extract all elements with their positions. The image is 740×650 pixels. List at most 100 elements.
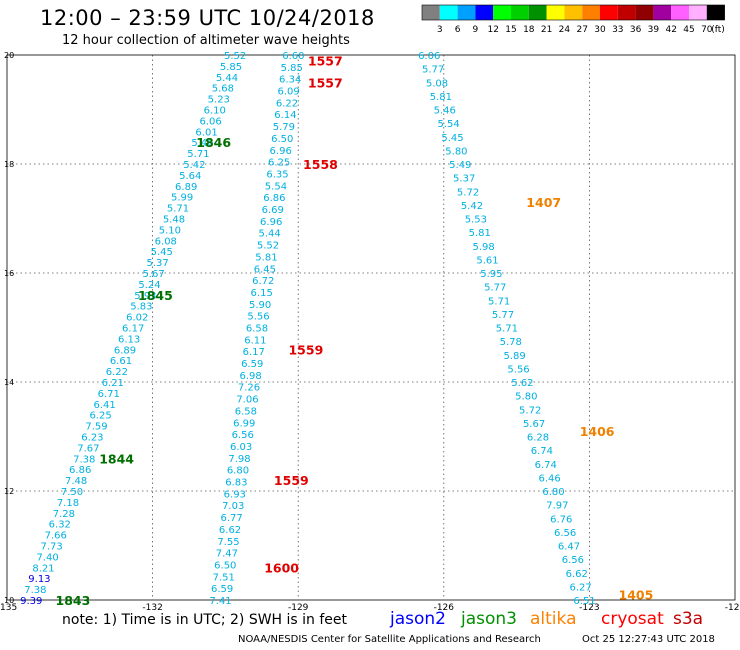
swh-value: 6.10: [204, 106, 226, 117]
swh-value: 6.56: [554, 528, 576, 539]
swh-value: 6.80: [227, 466, 249, 477]
swh-value: 6.62: [219, 525, 241, 536]
swh-value: 6.13: [118, 334, 140, 345]
colorbar-label: 24: [559, 25, 571, 35]
swh-value: 6.22: [106, 367, 128, 378]
pass-time-label: 1407: [526, 195, 561, 210]
swh-value: 6.93: [224, 489, 246, 500]
pass-time-label: 1846: [196, 135, 231, 150]
colorbar-label: 39: [648, 25, 660, 35]
colorbar-swatch: [422, 5, 440, 20]
x-tick-label: -135: [0, 603, 17, 613]
swh-value: 7.59: [85, 422, 107, 433]
colorbar-legend: 3 6 9 12 15 18 21 24 27 30 33 36 39 42 45 70(ft): [421, 4, 725, 35]
swh-value: 7.28: [53, 509, 75, 520]
swh-value: 5.78: [500, 337, 522, 348]
swh-value: 6.06: [200, 116, 222, 127]
swh-value: 6.14: [274, 110, 296, 121]
swh-value: 6.86: [69, 465, 91, 476]
page-title: 12:00 – 23:59 UTC 10/24/2018: [40, 6, 375, 30]
colorbar-label: 21: [541, 25, 552, 35]
colorbar-label: 33: [612, 25, 623, 35]
swh-value: 6.15: [251, 288, 273, 299]
pass-time-label: 1843: [56, 593, 91, 608]
swh-value: 5.99: [171, 193, 193, 204]
track-altika: 6.06 5.77 5.08 5.81 5.46 5.54 5.45 5.80 5.49 5.37…: [418, 51, 653, 607]
swh-value: 7.66: [45, 531, 67, 542]
credit-line: NOAA/NESDIS Center for Satellite Applica…: [238, 634, 541, 645]
swh-value: 6.59: [241, 359, 263, 370]
swh-value: 5.85: [281, 63, 303, 74]
swh-value: 7.98: [228, 454, 250, 465]
swh-value: 6.72: [252, 276, 274, 287]
swh-value: 9.39: [20, 596, 42, 607]
swh-value: 6.86: [263, 193, 285, 204]
swh-value: 5.49: [449, 160, 471, 171]
swh-value: 5.81: [469, 228, 491, 239]
colorbar-swatch: [671, 5, 689, 20]
swh-value: 5.56: [507, 364, 529, 375]
swh-value: 5.90: [249, 300, 271, 311]
colorbar-swatch: [689, 5, 707, 20]
swh-value: 5.54: [438, 119, 460, 130]
x-tick-label: -132: [142, 603, 162, 613]
swh-value: 5.46: [434, 106, 456, 117]
swh-value: 6.58: [246, 324, 268, 335]
swh-value: 6.35: [266, 169, 288, 180]
swh-value: 6.51: [573, 596, 595, 607]
swh-value: 6.50: [214, 560, 236, 571]
swh-value: 6.28: [527, 433, 549, 444]
track-cryosat: 6.605.856.346.096.226.145.796.506.966.25…: [209, 51, 342, 607]
colorbar-unit: (ft): [711, 25, 725, 35]
legend-s3a: s3a: [673, 609, 704, 629]
swh-value: 5.10: [159, 225, 181, 236]
swh-value: 5.71: [488, 296, 510, 307]
swh-value: 6.50: [271, 134, 293, 145]
swh-value: 6.62: [566, 569, 588, 580]
plot-frame: [6, 54, 736, 601]
colorbar-swatch: [600, 5, 618, 20]
pass-time-label: 1406: [580, 424, 615, 439]
swh-value: 7.18: [57, 498, 79, 509]
swh-value: 5.89: [504, 351, 526, 362]
colorbar-swatch: [546, 5, 565, 20]
colorbar-swatch: [439, 5, 458, 20]
swh-value: 5.71: [167, 204, 189, 215]
swh-value: 5.77: [484, 283, 506, 294]
swh-value: 5.53: [465, 215, 487, 226]
swh-value: 6.69: [262, 205, 284, 216]
swh-value: 6.27: [570, 582, 592, 593]
satellite-tracks: 5.525.855.445.685.236.106.066.015.465.71…: [20, 51, 653, 608]
swh-value: 6.02: [126, 313, 148, 324]
swh-value: 5.71: [187, 149, 209, 160]
pass-time-label: 1557: [308, 75, 343, 90]
swh-value: 6.23: [81, 433, 103, 444]
swh-value: 5.52: [224, 51, 246, 62]
pass-time-label: 1557: [308, 53, 343, 68]
swh-value: 6.60: [282, 51, 304, 62]
swh-value: 6.46: [538, 473, 560, 484]
y-tick-label: 18: [4, 160, 14, 169]
swh-value: 6.59: [211, 584, 233, 595]
colorbar-swatch: [528, 5, 547, 20]
track-jason3: 5.525.855.445.685.236.106.066.015.465.71…: [20, 51, 246, 608]
swh-value: 7.67: [77, 443, 99, 454]
x-tick-label: -129: [288, 603, 309, 613]
swh-value: 5.23: [208, 95, 230, 106]
swh-value: 6.09: [277, 87, 299, 98]
swh-value: 6.17: [122, 324, 144, 335]
swh-value: 6.74: [535, 460, 557, 471]
y-tick-label: 20: [4, 51, 14, 60]
axis-ticks: -135 -132 -129 -126 -123 -120 10 12 14 16 18 20: [0, 51, 740, 613]
swh-value: 6.77: [220, 513, 242, 524]
footnote: note: 1) Time is in UTC; 2) SWH is in fe…: [62, 612, 348, 628]
swh-value: 6.99: [233, 418, 255, 429]
y-tick-label: 10: [4, 596, 14, 605]
swh-value: 5.44: [216, 73, 238, 84]
y-tick-label: 14: [4, 378, 14, 387]
swh-value: 7.73: [41, 542, 63, 553]
swh-value: 6.56: [562, 555, 584, 566]
swh-value: 6.98: [239, 371, 261, 382]
colorbar-swatch: [706, 5, 725, 20]
colorbar-label: 6: [455, 25, 461, 35]
